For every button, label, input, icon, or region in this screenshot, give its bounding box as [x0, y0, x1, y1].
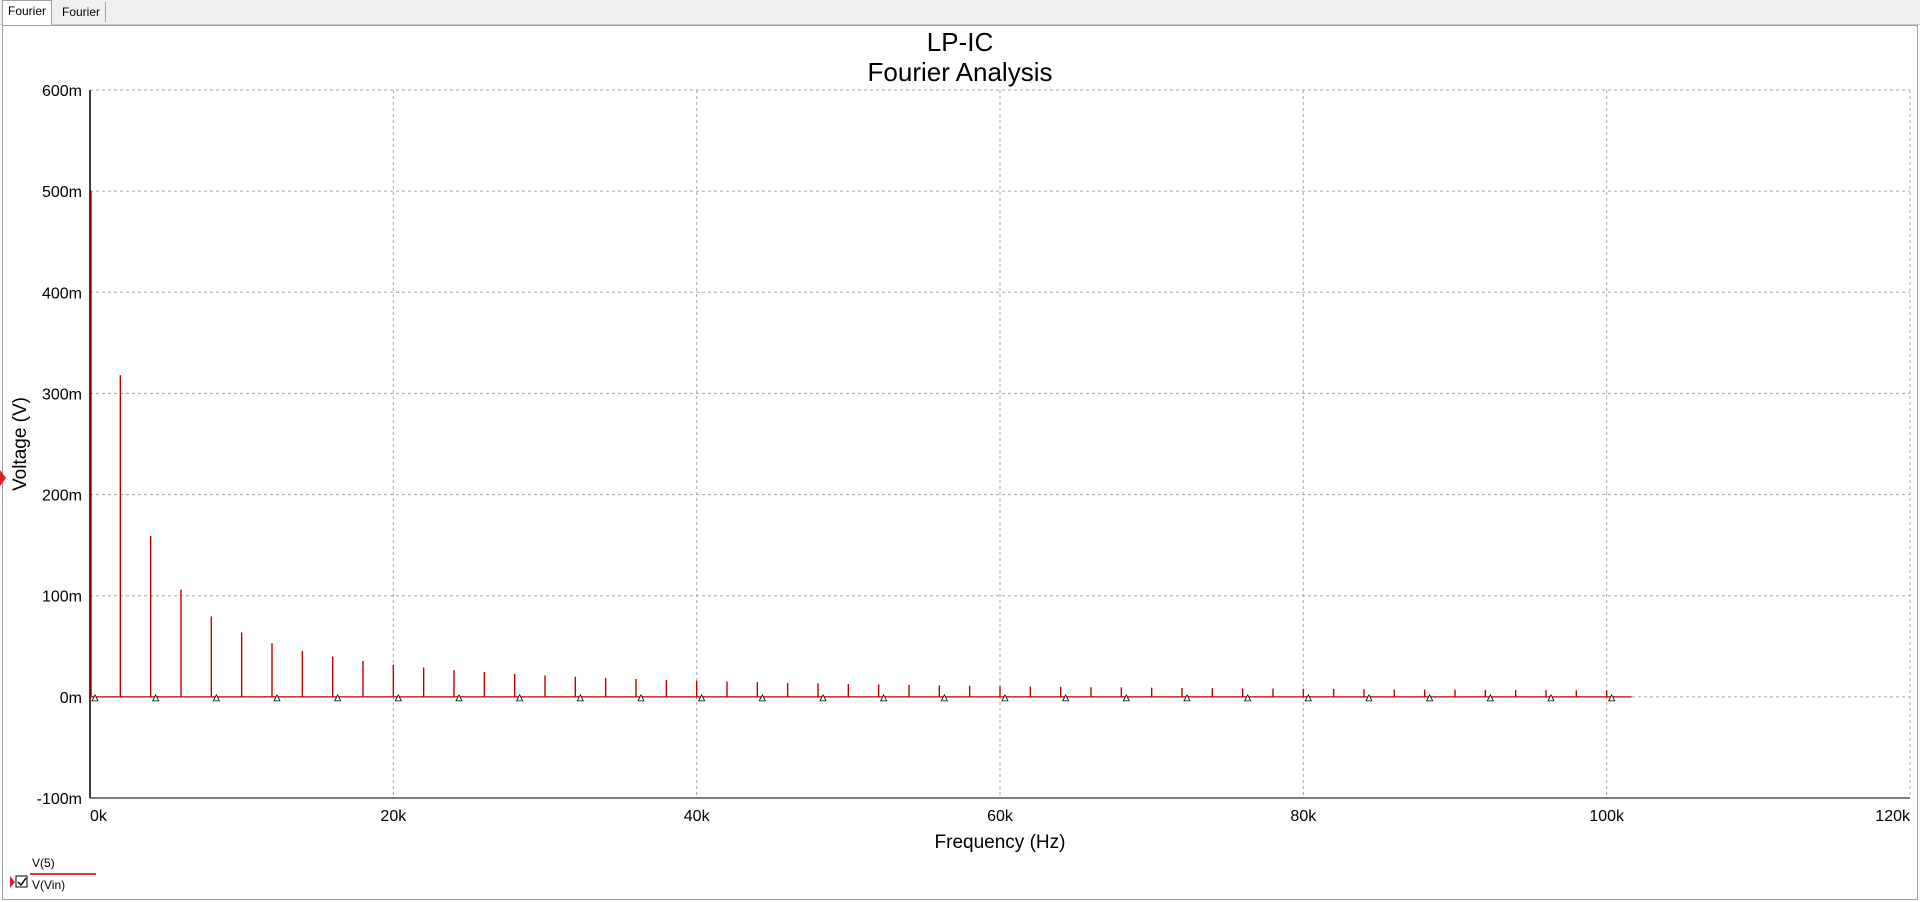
vin-marker — [1365, 693, 1373, 702]
x-tick-label: 60k — [987, 808, 1014, 825]
vin-marker — [334, 693, 342, 702]
vin-marker — [576, 693, 584, 702]
x-tick-label: 20k — [380, 808, 407, 825]
tab-fourier-2[interactable]: Fourier — [57, 2, 107, 22]
y-tick-label: 100m — [42, 589, 82, 606]
plot-frame — [2, 25, 1918, 900]
vin-marker — [91, 693, 99, 702]
y-axis-label: Voltage (V) — [10, 397, 31, 491]
vin-marker — [1244, 693, 1252, 702]
y-tick-label: 500m — [42, 184, 82, 201]
legend-label-vvin[interactable]: V(Vin) — [32, 878, 66, 892]
vin-marker — [1547, 693, 1555, 702]
vin-marker — [212, 693, 220, 702]
vin-marker — [1122, 693, 1130, 702]
vin-marker — [1183, 693, 1191, 702]
vin-marker — [1304, 693, 1312, 702]
vin-marker — [940, 693, 948, 702]
axes — [89, 90, 1910, 799]
vin-marker — [1486, 693, 1494, 702]
vin-marker — [1062, 693, 1070, 702]
vin-marker — [152, 693, 160, 702]
vin-marker — [1001, 693, 1009, 702]
legend-line-v5 — [30, 873, 96, 875]
chart-subtitle: Fourier Analysis — [867, 57, 1053, 87]
x-tick-labels: 0k 20k 40k 60k 80k 100k 120k — [90, 808, 1911, 825]
vin-marker — [394, 693, 402, 702]
y-tick-label: 300m — [42, 386, 82, 403]
y-tick-label: -100m — [37, 791, 82, 808]
vin-marker — [637, 693, 645, 702]
y-tick-label: 200m — [42, 488, 82, 505]
vin-marker — [455, 693, 463, 702]
x-tick-label: 80k — [1290, 808, 1317, 825]
tab-fourier-1[interactable]: Fourier — [2, 0, 53, 25]
vin-marker — [698, 693, 706, 702]
vin-marker — [1608, 693, 1616, 702]
y-tick-label: 600m — [42, 83, 82, 100]
vin-marker — [516, 693, 524, 702]
x-tick-label: 0k — [90, 808, 108, 825]
legend-marker-icon — [10, 875, 28, 888]
y-tick-labels: -100m 0m 100m 200m 300m 400m 500m 600m — [37, 83, 82, 808]
x-tick-label: 40k — [684, 808, 711, 825]
legend-label-v5: V(5) — [32, 856, 55, 870]
vin-marker — [273, 693, 281, 702]
x-tick-label: 120k — [1875, 808, 1911, 825]
vin-marker — [819, 693, 827, 702]
vin-marker — [1426, 693, 1434, 702]
y-tick-label: 0m — [60, 690, 82, 707]
chart-title: LP-IC — [926, 27, 994, 57]
y-tick-label: 400m — [42, 285, 82, 302]
x-axis-label: Frequency (Hz) — [935, 832, 1066, 853]
vin-marker — [880, 693, 888, 702]
active-marker-icon — [0, 470, 6, 486]
tab-bar: Fourier Fourier — [0, 0, 1920, 25]
series-group — [90, 191, 1632, 702]
vin-marker — [758, 693, 766, 702]
x-tick-label: 100k — [1589, 808, 1625, 825]
